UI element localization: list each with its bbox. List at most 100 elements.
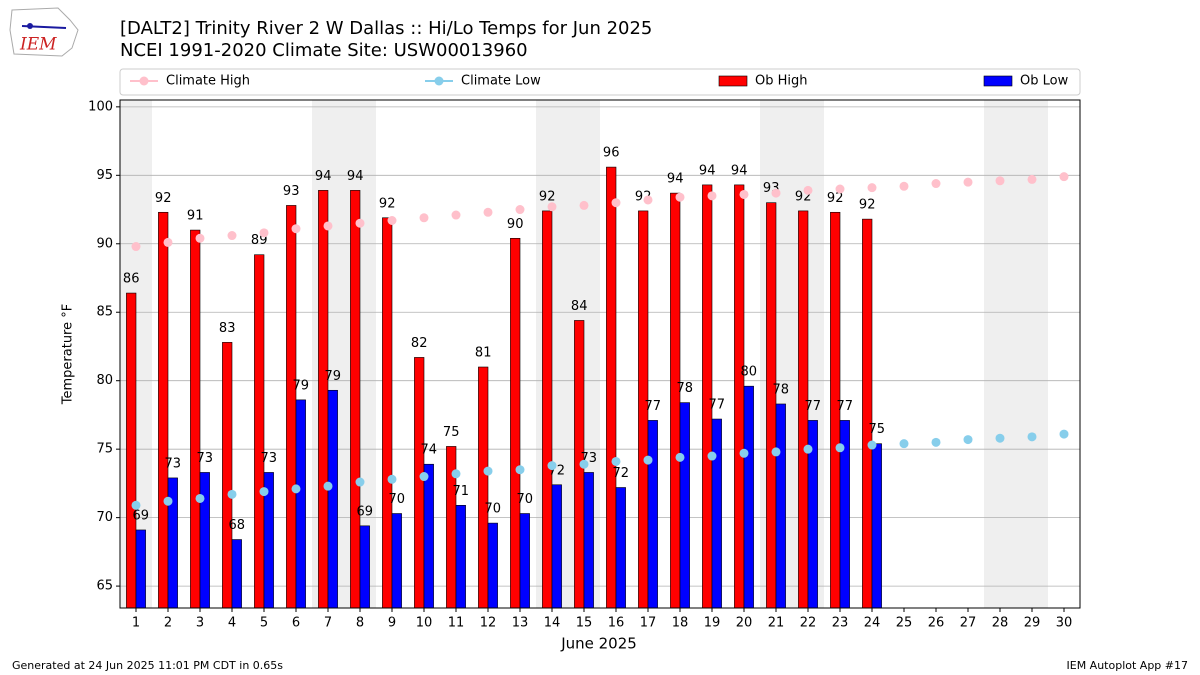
line-marker (739, 189, 749, 199)
line-marker (483, 466, 493, 476)
data-label: 94 (699, 163, 716, 178)
x-tick-label: 5 (260, 616, 268, 631)
bar (615, 487, 626, 609)
data-label: 73 (197, 451, 214, 466)
line-marker (899, 181, 909, 191)
line-marker (835, 443, 845, 453)
x-tick-label: 13 (512, 616, 529, 631)
x-tick-label: 14 (544, 616, 561, 631)
x-tick-label: 30 (1056, 616, 1073, 631)
bar (382, 217, 393, 609)
line-marker (131, 242, 141, 252)
x-tick-label: 7 (324, 616, 332, 631)
x-tick-label: 1 (132, 616, 140, 631)
line-marker (611, 456, 621, 466)
x-tick-label: 10 (416, 616, 433, 631)
x-tick-label: 24 (864, 616, 881, 631)
bar (190, 229, 201, 609)
data-label: 96 (603, 146, 620, 161)
data-label: 69 (133, 508, 150, 523)
line-marker (515, 205, 525, 215)
line-marker (643, 195, 653, 205)
bar (199, 472, 210, 609)
data-label: 82 (411, 336, 428, 351)
legend-label: Climate High (166, 74, 250, 89)
y-tick-label: 75 (96, 442, 113, 457)
line-marker (1027, 174, 1037, 184)
bar (135, 529, 146, 609)
x-tick-label: 20 (736, 616, 753, 631)
data-label: 94 (315, 169, 332, 184)
line-marker (1059, 429, 1069, 439)
x-tick-label: 22 (800, 616, 817, 631)
line-marker (547, 461, 557, 471)
line-marker (675, 192, 685, 202)
weekend-shade (984, 100, 1016, 608)
line-marker (675, 452, 685, 462)
bar (423, 463, 434, 609)
x-tick-label: 27 (960, 616, 977, 631)
data-label: 71 (453, 484, 470, 499)
x-tick-label: 18 (672, 616, 689, 631)
bar (222, 342, 233, 609)
data-label: 73 (261, 451, 278, 466)
data-label: 81 (475, 346, 492, 361)
bar (350, 190, 361, 609)
data-label: 86 (123, 272, 140, 287)
line-marker (835, 184, 845, 194)
x-tick-label: 23 (832, 616, 849, 631)
line-marker (163, 496, 173, 506)
line-marker (291, 484, 301, 494)
data-label: 94 (347, 169, 364, 184)
line-marker (899, 439, 909, 449)
data-label: 84 (571, 299, 588, 314)
data-label: 75 (443, 425, 460, 440)
line-marker (643, 455, 653, 465)
x-axis-label: June 2025 (560, 635, 637, 653)
line-marker (771, 447, 781, 457)
y-tick-label: 70 (96, 510, 113, 525)
data-label: 78 (677, 381, 694, 396)
bar (286, 205, 297, 609)
x-tick-label: 19 (704, 616, 721, 631)
data-label: 70 (389, 492, 406, 507)
data-label: 69 (357, 504, 374, 519)
bar (743, 385, 754, 609)
data-label: 79 (325, 369, 342, 384)
data-label: 73 (165, 456, 182, 471)
line-marker (515, 465, 525, 475)
line-marker (579, 200, 589, 210)
data-label: 80 (741, 365, 758, 380)
bar (295, 399, 306, 609)
line-marker (195, 493, 205, 503)
chart-title: [DALT2] Trinity River 2 W Dallas :: Hi/L… (120, 18, 652, 39)
data-label: 77 (709, 398, 726, 413)
legend-label: Ob High (755, 74, 808, 89)
line-marker (451, 469, 461, 479)
line-marker (1059, 172, 1069, 182)
legend-marker (434, 76, 444, 86)
bar (766, 202, 777, 609)
bar (487, 522, 498, 609)
data-label: 79 (293, 378, 310, 393)
weekend-shade (1016, 100, 1048, 608)
data-label: 92 (539, 189, 556, 204)
bar (391, 513, 402, 609)
x-tick-label: 25 (896, 616, 913, 631)
line-marker (355, 477, 365, 487)
footer-left: Generated at 24 Jun 2025 11:01 PM CDT in… (12, 659, 283, 672)
bar (711, 418, 722, 609)
bar (862, 218, 873, 609)
data-label: 68 (229, 518, 246, 533)
x-tick-label: 28 (992, 616, 1009, 631)
x-tick-label: 12 (480, 616, 497, 631)
line-marker (419, 472, 429, 482)
data-label: 78 (773, 382, 790, 397)
data-label: 72 (613, 466, 630, 481)
bar (775, 403, 786, 609)
line-marker (579, 459, 589, 469)
logo-text: IEM (19, 35, 57, 55)
y-tick-label: 100 (88, 99, 113, 114)
data-label: 77 (805, 399, 822, 414)
